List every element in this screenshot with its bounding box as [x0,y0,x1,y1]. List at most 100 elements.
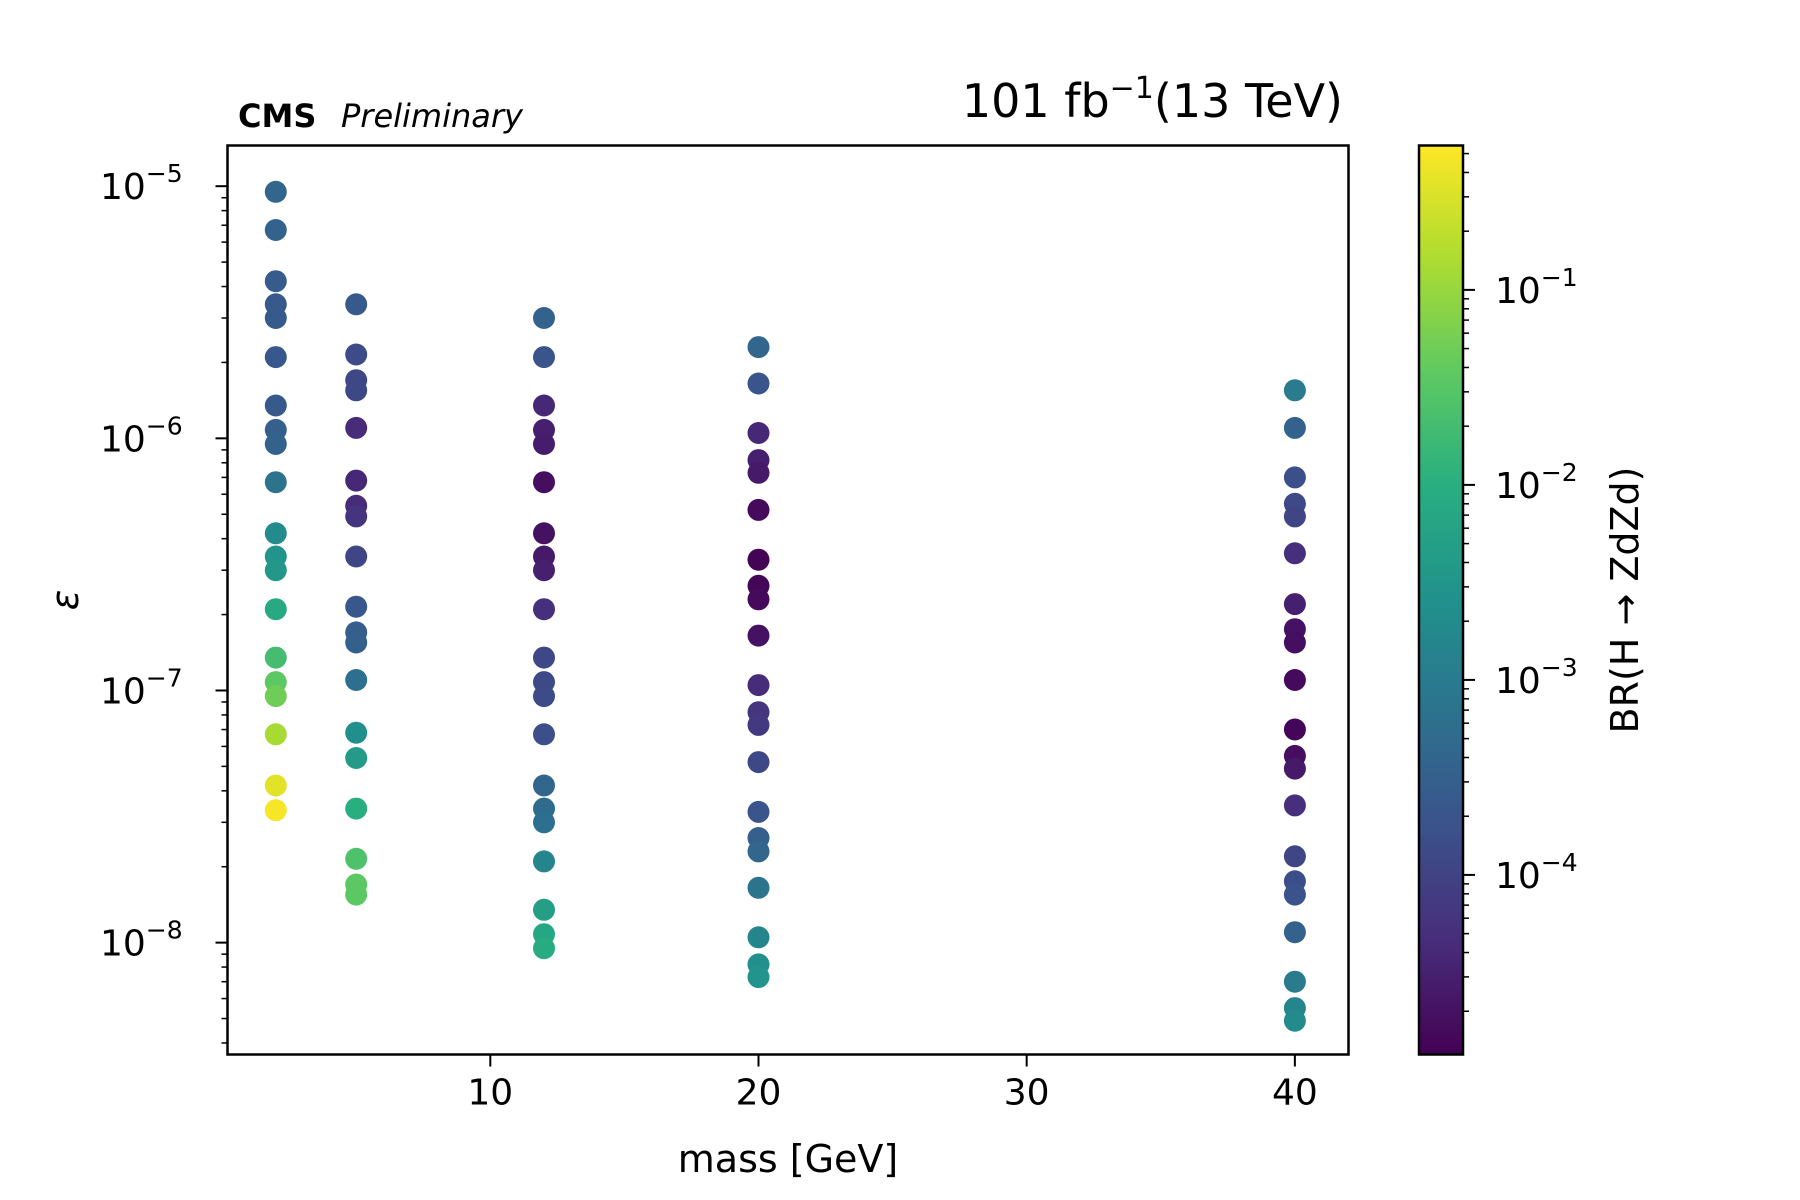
colorbar-ticks: 10−4 10−3 10−2 10−1 [1463,152,1578,1012]
data-point-m5-7 [345,505,368,528]
data-point-m40-16 [1283,883,1306,906]
data-point-m12-0 [533,307,555,329]
x-axis-label: mass [GeV] [678,1137,898,1181]
data-point-m5-15 [345,797,368,820]
data-point-m12-1 [533,346,555,369]
lumi-energy: (13 TeV) [1154,74,1343,128]
lumi-exponent: −1 [1110,71,1154,106]
colorbar-tick-label-1: 10−3 [1495,653,1578,702]
data-point-m5-3 [345,379,368,402]
data-point-m2-0 [264,180,287,203]
data-point-m20-14 [747,800,770,823]
data-point-m5-5 [345,469,368,492]
data-point-m40-0 [1283,379,1306,402]
data-point-m12-17 [533,850,555,873]
data-point-m20-20 [747,966,770,989]
data-point-m12-8 [533,559,555,582]
y-tick-label-1: 10−7 [100,663,183,712]
data-point-m40-1 [1283,416,1306,439]
data-point-m2-16 [264,685,287,708]
lumi-label: 101 fb−1(13 TeV) [962,71,1343,128]
data-point-m5-18 [345,883,368,906]
data-point-m12-20 [533,937,555,960]
data-point-m40-10 [1283,718,1306,741]
data-point-m5-14 [345,747,368,769]
data-point-m2-2 [264,270,287,293]
data-point-m2-5 [264,346,287,369]
data-point-m2-6 [264,394,287,417]
data-point-m2-1 [264,219,287,241]
status-label: Preliminary [341,97,524,135]
data-point-m20-2 [747,422,770,444]
data-point-m20-12 [747,713,770,736]
data-point-m20-1 [747,372,770,395]
data-point-m40-12 [1283,757,1306,780]
y-tick-label-0: 10−8 [100,916,183,965]
data-point-m5-11 [345,631,368,654]
data-point-m2-14 [264,646,287,669]
data-point-m5-8 [345,545,368,568]
data-point-m20-6 [747,548,770,571]
y-axis-label: ε [43,590,87,611]
data-point-m40-20 [1283,1009,1306,1032]
y-tick-label-3: 10−5 [100,159,183,208]
data-point-m5-16 [345,847,368,870]
data-point-m12-14 [533,774,555,797]
data-point-m20-4 [747,461,770,484]
data-point-m20-18 [747,926,770,949]
y-tick-label-2: 10−6 [100,411,183,460]
y-axis-ticks: 10−8 10−7 10−6 10−5 [100,159,228,1044]
data-point-m40-6 [1283,593,1306,616]
data-point-m5-4 [345,416,368,439]
data-point-m40-2 [1283,466,1306,489]
data-point-m12-13 [533,723,555,746]
data-point-m5-13 [345,721,368,744]
data-point-m40-9 [1283,669,1306,691]
x-tick-label-30: 30 [1004,1073,1050,1114]
data-point-m20-9 [747,624,770,647]
data-points [264,180,1306,1032]
data-point-m40-8 [1283,631,1306,654]
data-point-m12-12 [533,685,555,708]
colorbar [1417,144,1465,1056]
colorbar-tick-label-2: 10−2 [1495,458,1578,507]
data-point-m5-12 [345,669,368,691]
data-point-m12-2 [533,394,555,417]
data-point-m12-18 [533,898,555,921]
data-point-m20-8 [747,588,770,611]
data-point-m40-4 [1283,505,1306,528]
data-point-m12-4 [533,433,555,455]
x-tick-label-20: 20 [736,1073,782,1114]
data-point-m12-5 [533,471,555,494]
data-point-m12-6 [533,522,555,545]
data-point-m2-19 [264,799,287,822]
data-point-m20-17 [747,876,770,899]
data-point-m12-16 [533,811,555,834]
colorbar-label: BR(H → ZdZd) [1603,466,1647,733]
data-point-m2-9 [264,471,287,494]
plot-frame [226,144,1350,1056]
data-point-m2-8 [264,433,287,455]
data-point-m40-17 [1283,921,1306,944]
data-point-m20-0 [747,336,770,359]
colorbar-tick-label-3: 10−1 [1495,263,1578,312]
data-point-m20-10 [747,674,770,697]
data-point-m2-4 [264,307,287,329]
data-point-m2-12 [264,559,287,582]
data-point-m5-1 [345,343,368,366]
data-point-m40-5 [1283,542,1306,565]
data-point-m2-10 [264,522,287,545]
colorbar-tick-label-0: 10−4 [1495,848,1578,897]
data-point-m40-18 [1283,970,1306,993]
data-point-m40-13 [1283,794,1306,817]
experiment-label: CMS [238,97,316,135]
data-point-m12-10 [533,646,555,669]
data-point-m2-13 [264,598,287,621]
data-point-m12-9 [533,598,555,621]
data-point-m20-16 [747,840,770,863]
lumi-value: 101 fb [962,74,1110,128]
x-axis-ticks: 10 20 30 40 [467,1054,1318,1114]
data-point-m5-9 [345,595,368,618]
data-point-m40-14 [1283,845,1306,868]
